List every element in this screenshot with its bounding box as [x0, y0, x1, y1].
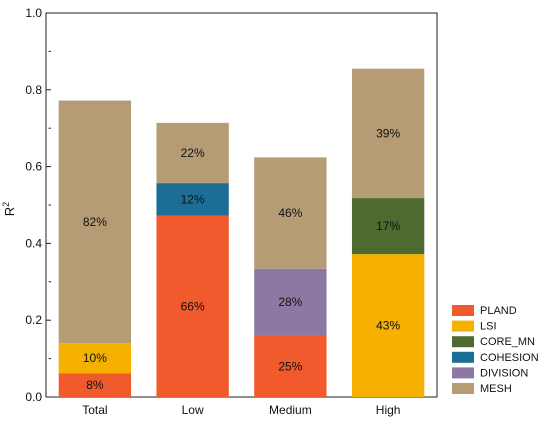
bar-segment-mesh: [254, 157, 327, 269]
bars-layer: 8% 10% 82% 66% 12% 22% 25% 28% 46% 43% 17% 39%: [58, 68, 425, 397]
data-label: 66%: [181, 299, 205, 313]
legend-entry: COHESION: [480, 352, 539, 364]
bar-segment-core-mn: [351, 198, 425, 255]
plot-frame: [45, 12, 438, 398]
data-label: 10%: [83, 351, 107, 365]
data-label: 12%: [181, 192, 205, 206]
legend-swatch: [452, 383, 474, 394]
x-tick-label: High: [376, 403, 401, 417]
y-axis-label: R2: [1, 202, 17, 216]
x-tick-label: Medium: [269, 403, 312, 417]
y-tick-label: 0.0: [25, 390, 42, 404]
bar-segment-mesh: [58, 100, 132, 344]
data-label: 46%: [278, 206, 302, 220]
y-tick-label: 0.4: [25, 236, 42, 250]
data-label: 8%: [86, 378, 104, 392]
data-label: 82%: [83, 215, 107, 229]
legend-swatch: [452, 367, 474, 379]
data-label: 39%: [376, 126, 400, 140]
bar-segment-division: [254, 268, 327, 336]
data-label: 17%: [376, 219, 400, 233]
bar-segment-mesh: [156, 122, 229, 184]
bar-segment-cohesion: [156, 183, 229, 216]
legend-entry: PLAND: [480, 305, 517, 317]
bar-segment-lsi: [351, 254, 425, 397]
y-tick-label: 0.2: [25, 313, 42, 327]
bar-segment-pland: [156, 215, 229, 397]
bar-segment-lsi: [58, 343, 132, 374]
y-tick-label: 1.0: [25, 6, 42, 20]
bar-segment-pland: [254, 335, 327, 397]
x-tick-label: Total: [82, 403, 107, 417]
data-label: 28%: [278, 295, 302, 309]
y-tick-label: 0.6: [25, 160, 42, 174]
legend-swatch: [452, 305, 474, 316]
data-label: 43%: [376, 319, 400, 333]
bar-segment-pland: [58, 373, 132, 397]
legend-swatch: [452, 336, 474, 348]
legend-entry: CORE_MN: [480, 336, 535, 348]
legend-entry: MESH: [480, 383, 512, 395]
legend-swatch: [452, 351, 474, 363]
data-label: 22%: [181, 146, 205, 160]
legend-entry: LSI: [480, 321, 497, 333]
legend-swatch: [452, 320, 474, 332]
x-tick-label: Low: [182, 403, 204, 417]
legend: PLAND LSI CORE_MN COHESION DIVISION MESH: [452, 305, 539, 395]
data-label: 25%: [278, 359, 302, 373]
bar-segment-mesh: [351, 68, 425, 199]
y-tick-label: 0.8: [25, 83, 42, 97]
legend-entry: DIVISION: [480, 367, 528, 379]
